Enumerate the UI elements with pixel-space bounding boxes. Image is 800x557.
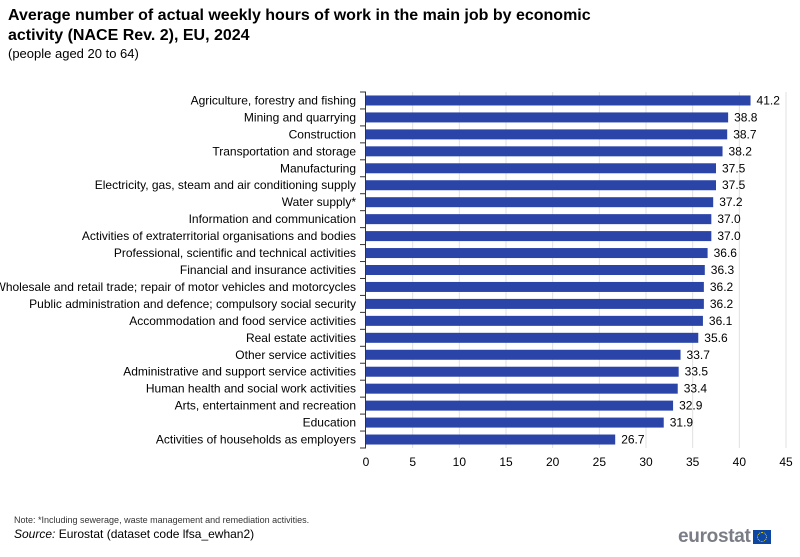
x-tick-label: 20 (546, 455, 560, 469)
x-tick-label: 35 (686, 455, 700, 469)
data-label: 36.2 (710, 280, 734, 294)
category-label: Wholesale and retail trade; repair of mo… (0, 280, 356, 294)
x-tick-label: 15 (499, 455, 513, 469)
category-label: Manufacturing (280, 161, 356, 175)
x-tick-label: 40 (733, 455, 747, 469)
category-label: Human health and social work activities (146, 382, 356, 396)
bar (366, 112, 729, 123)
chart-title: Average number of actual weekly hours of… (8, 7, 591, 44)
chart-subtitle: (people aged 20 to 64) (8, 46, 139, 61)
x-tick-label: 10 (453, 455, 467, 469)
category-label: Agriculture, forestry and fishing (191, 93, 356, 107)
bar (366, 248, 708, 259)
logo-text: eurostat (678, 526, 751, 547)
data-label: 36.6 (714, 246, 738, 260)
category-label: Administrative and support service activ… (123, 365, 356, 379)
category-label: Real estate activities (246, 331, 356, 345)
category-label: Other service activities (235, 348, 356, 362)
category-label: Financial and insurance activities (180, 263, 356, 277)
bar (366, 315, 703, 326)
category-label: Electricity, gas, steam and air conditio… (95, 178, 356, 192)
bar (366, 146, 723, 157)
note: Note: *Including sewerage, waste managem… (14, 515, 310, 525)
data-label: 37.5 (722, 161, 746, 175)
category-label: Mining and quarrying (244, 110, 356, 124)
category-label: Construction (289, 127, 356, 141)
category-label: Arts, entertainment and recreation (175, 399, 356, 413)
bar (366, 163, 716, 174)
category-label: Education (303, 416, 356, 430)
x-tick-label: 30 (639, 455, 653, 469)
x-tick-label: 25 (593, 455, 607, 469)
bar (366, 417, 664, 428)
bar (366, 332, 699, 343)
bar (366, 265, 705, 275)
bar (366, 349, 681, 360)
bar (366, 400, 674, 411)
data-label: 37.2 (719, 195, 743, 209)
category-label: Information and communication (189, 212, 356, 226)
bar (366, 129, 728, 140)
data-label: 33.7 (687, 348, 711, 362)
data-label: 33.4 (684, 382, 708, 396)
data-label: 26.7 (621, 433, 645, 447)
data-label: 37.0 (717, 229, 741, 243)
data-label: 36.2 (710, 297, 734, 311)
bar-chart: 0 5 10 15 20 25 30 35 40 45 Agriculture, forestry … (0, 91, 793, 469)
data-label: 37.0 (717, 212, 741, 226)
data-label: 35.6 (704, 331, 728, 345)
data-label: 31.9 (670, 416, 694, 430)
data-label: 38.8 (734, 110, 758, 124)
bar (366, 434, 616, 445)
bar (366, 180, 716, 191)
bar (366, 197, 714, 208)
category-label: Water supply* (282, 195, 357, 209)
bar (366, 366, 679, 377)
source-text: Eurostat (dataset code lfsa_ewhan2) (55, 527, 255, 541)
x-tick-label: 0 (363, 455, 370, 469)
eurostat-logo: eurostat (678, 526, 771, 548)
eu-flag-icon (752, 530, 771, 544)
category-label: Public administration and defence; compu… (29, 297, 356, 311)
bar (366, 231, 712, 242)
category-label: Activities of extraterritorial organisat… (82, 229, 356, 243)
bar (366, 95, 751, 106)
x-tick-label: 45 (779, 455, 793, 469)
bar (366, 298, 704, 309)
data-label: 36.1 (709, 314, 733, 328)
data-label: 32.9 (679, 399, 703, 413)
category-label: Accommodation and food service activitie… (129, 314, 356, 328)
data-label: 41.2 (757, 93, 781, 107)
bar (366, 281, 704, 292)
data-label: 33.5 (685, 365, 709, 379)
source-label: Source: (14, 527, 56, 541)
bar (366, 214, 712, 225)
category-label: Transportation and storage (212, 144, 356, 158)
category-label: Activities of households as employers (156, 433, 356, 447)
data-label: 37.5 (722, 178, 746, 192)
bar (366, 383, 678, 394)
data-label: 38.7 (733, 127, 757, 141)
category-label: Professional, scientific and technical a… (114, 246, 356, 260)
data-label: 36.3 (711, 263, 735, 277)
source: Source: Eurostat (dataset code lfsa_ewha… (14, 527, 254, 541)
x-tick-label: 5 (409, 455, 416, 469)
data-label: 38.2 (729, 144, 753, 158)
